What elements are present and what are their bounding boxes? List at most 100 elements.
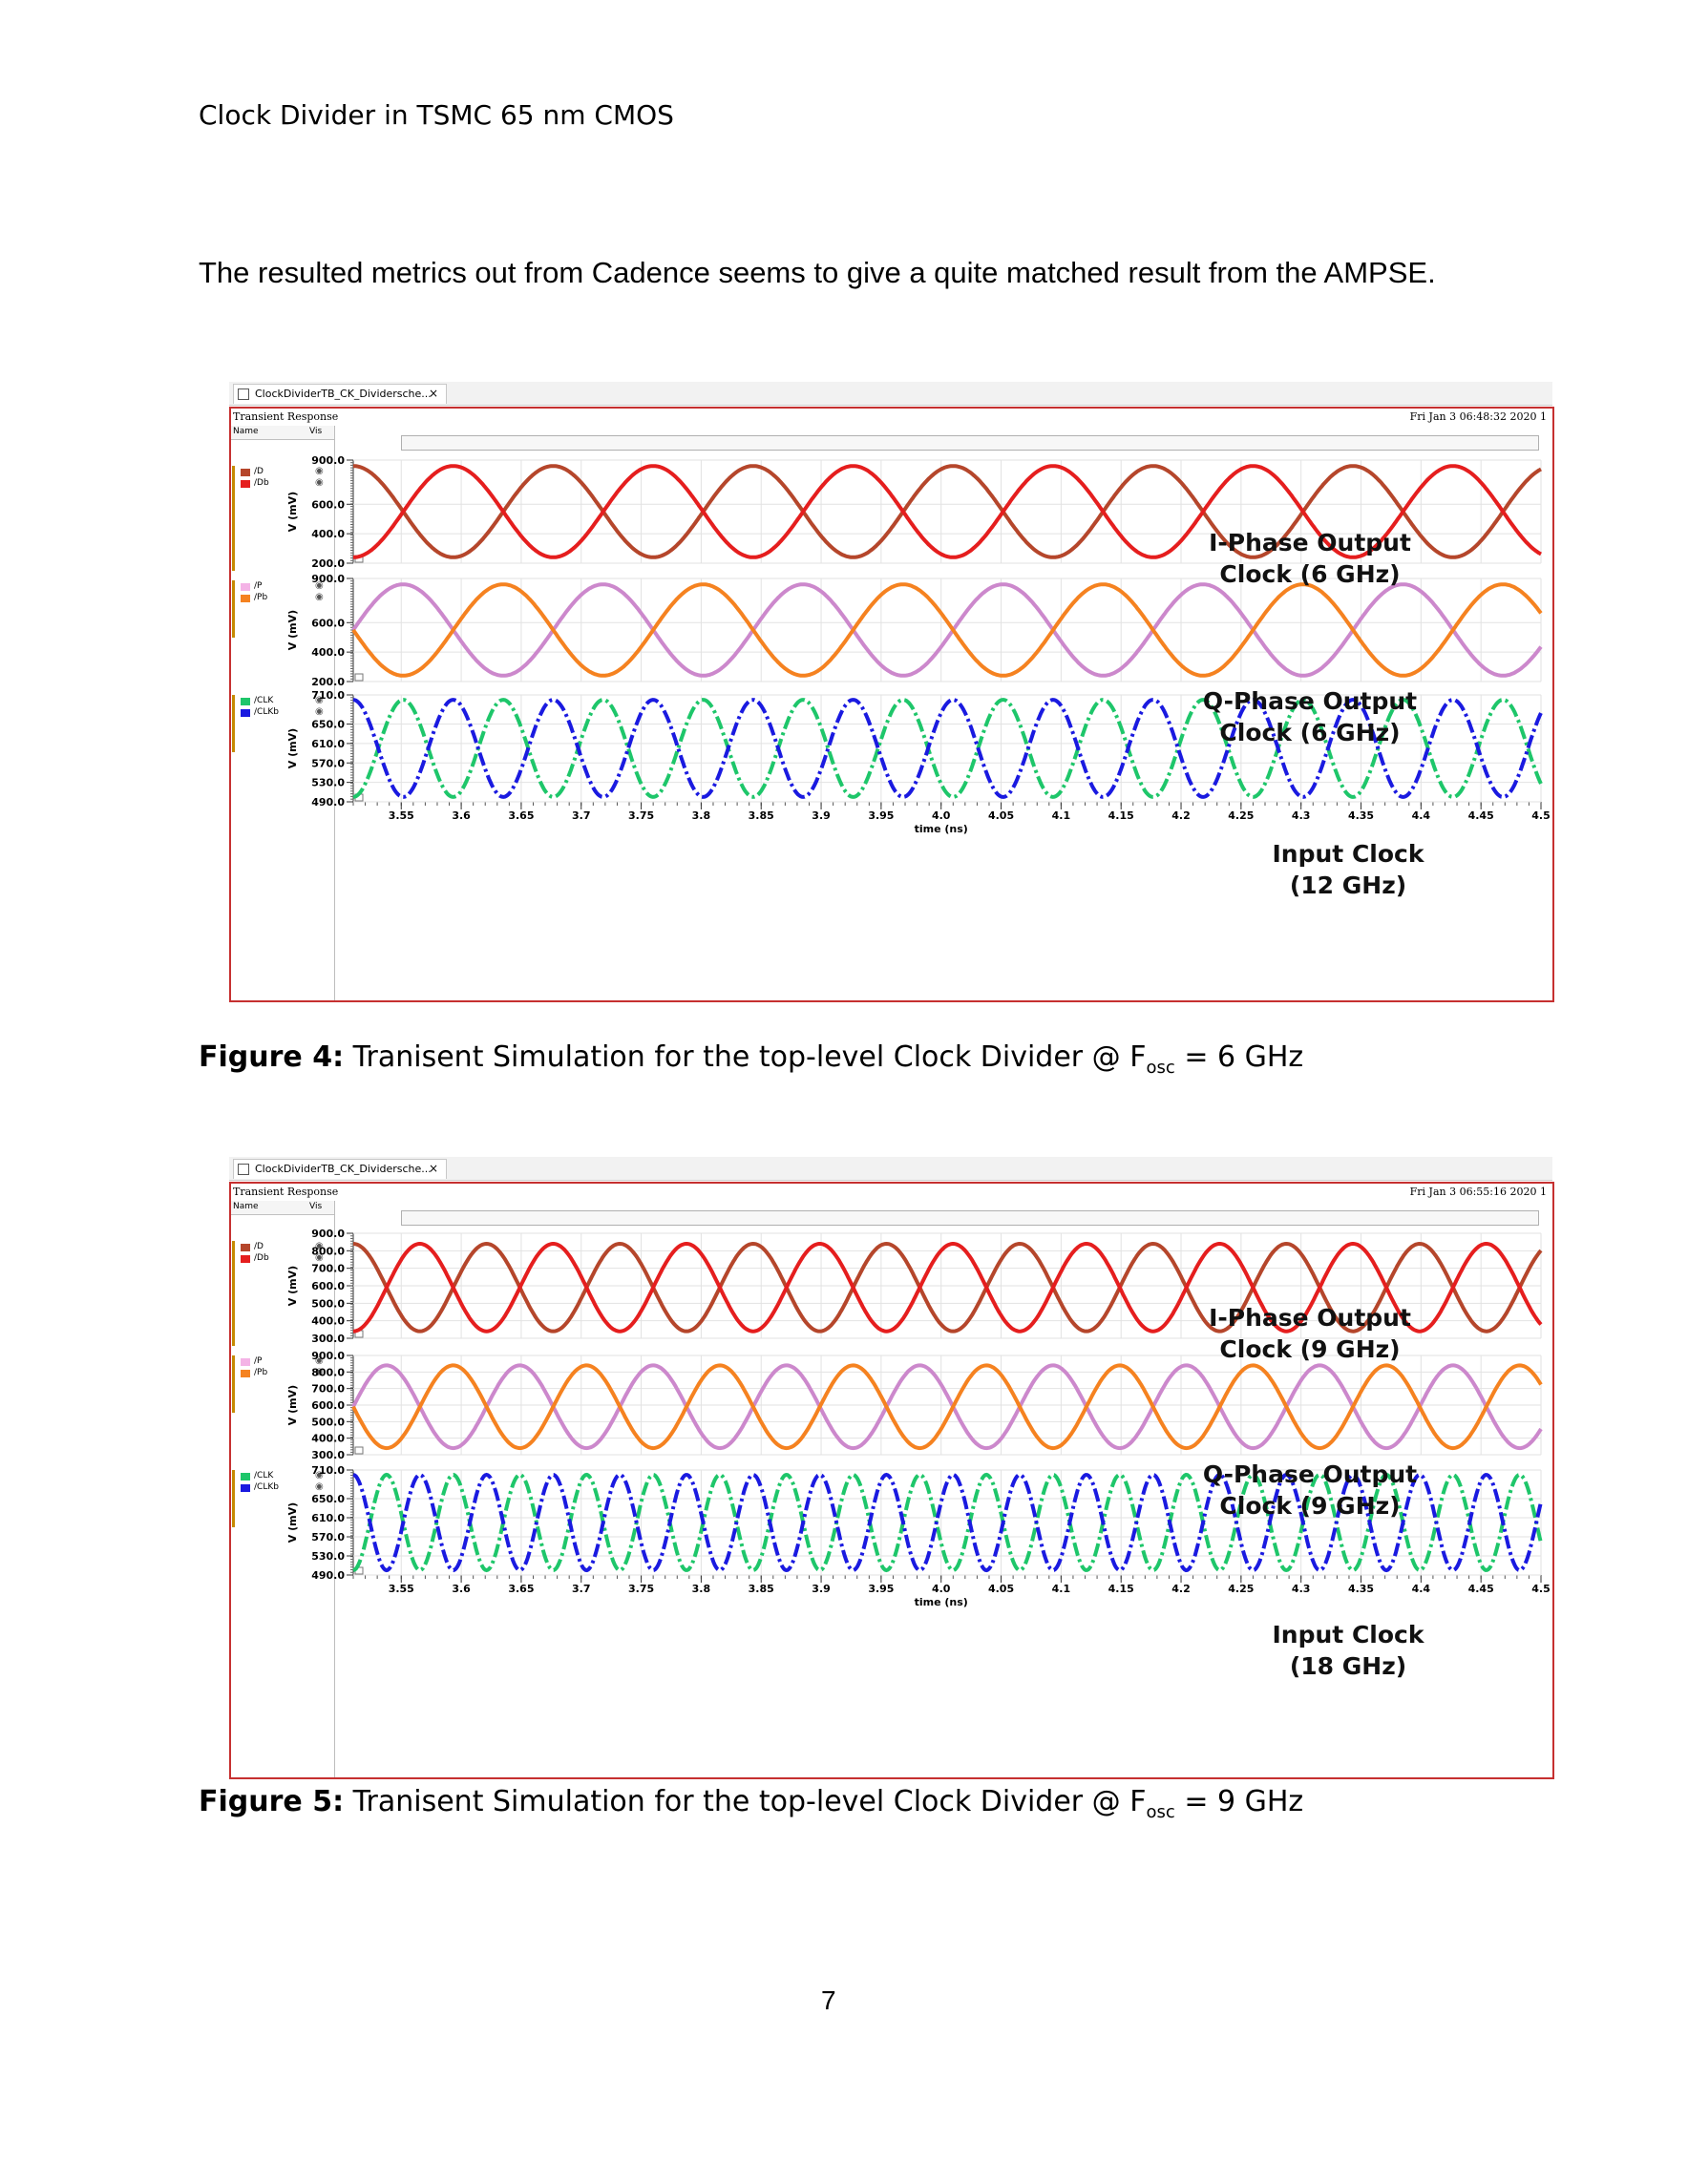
series-line-d bbox=[353, 464, 1542, 559]
legend-head-name: Name bbox=[233, 427, 259, 436]
overlay-line-1: Q-Phase Output bbox=[1202, 687, 1418, 715]
series-line-db bbox=[353, 464, 1542, 559]
legend-entry[interactable]: /P ◉ bbox=[241, 580, 332, 594]
tab-clockdivider[interactable]: ClockDividerTB_CK_Dividersche... × bbox=[233, 384, 447, 404]
legend-head-vis: Vis bbox=[309, 1202, 323, 1211]
x-tick-label: 3.75 bbox=[628, 1583, 654, 1595]
waveform-panel: Transient Response Fri Jan 3 06:55:16 20… bbox=[229, 1182, 1554, 1779]
x-tick-label: 3.85 bbox=[749, 809, 774, 822]
eye-icon[interactable]: ◉ bbox=[315, 466, 324, 476]
series-line-clkb bbox=[352, 1472, 1543, 1573]
legend-entry[interactable]: /P ◉ bbox=[241, 1355, 332, 1369]
legend-entry[interactable]: /D ◉ bbox=[241, 466, 332, 479]
legend-entry[interactable]: /Pb ◉ bbox=[241, 1367, 332, 1380]
series-line-p bbox=[351, 1363, 1543, 1451]
y-tick-label: 500.0 bbox=[311, 1416, 345, 1428]
x-tick-label: 3.95 bbox=[868, 1583, 894, 1595]
figure-4-caption: Figure 4: Tranisent Simulation for the t… bbox=[199, 1040, 1303, 1078]
eye-icon[interactable]: ◉ bbox=[315, 706, 324, 717]
y-tick-label: 400.0 bbox=[311, 528, 345, 540]
x-tick-label: 4.0 bbox=[932, 1583, 951, 1595]
y-tick-label: 700.0 bbox=[311, 1263, 345, 1275]
eye-icon[interactable]: ◉ bbox=[315, 695, 324, 705]
series-name: /Db bbox=[254, 1253, 269, 1263]
eye-icon[interactable]: ◉ bbox=[315, 1470, 324, 1480]
caption-label: Figure 4: bbox=[199, 1040, 345, 1074]
legend-entry[interactable]: /D ◉ bbox=[241, 1241, 332, 1254]
series-name: /Pb bbox=[254, 1368, 268, 1377]
legend-group-bar bbox=[232, 1241, 235, 1346]
eye-icon[interactable]: ◉ bbox=[315, 1252, 324, 1263]
eye-icon[interactable]: ◉ bbox=[315, 1367, 324, 1377]
legend-entry[interactable]: /CLK ◉ bbox=[241, 1470, 332, 1483]
overlay-line-2: (12 GHz) bbox=[1289, 872, 1407, 899]
panel-title: Transient Response bbox=[233, 410, 339, 423]
datestamp: Fri Jan 3 06:48:32 2020 1 bbox=[1409, 410, 1547, 423]
zoom-scrollbar[interactable] bbox=[401, 435, 1539, 451]
y-tick-label: 900.0 bbox=[311, 1350, 345, 1362]
series-swatch bbox=[241, 480, 250, 488]
series-line-clk bbox=[352, 698, 1543, 799]
panel-marker-icon[interactable] bbox=[354, 1446, 364, 1455]
y-tick-label: 610.0 bbox=[311, 1512, 345, 1524]
series-swatch bbox=[241, 698, 250, 705]
legend-entry[interactable]: /CLK ◉ bbox=[241, 695, 332, 708]
y-tick-label: 400.0 bbox=[311, 1315, 345, 1328]
waveform-plot: 3.55 3.6 3.65 3.7 3.75 3.8 3.85 3.9 3.95 4.0 4.05 4… bbox=[286, 454, 1551, 835]
overlay-annotation: I-Phase Output Clock (6 GHz) bbox=[1186, 527, 1434, 590]
close-icon[interactable]: × bbox=[428, 387, 438, 400]
series-swatch bbox=[241, 1255, 250, 1263]
eye-icon[interactable]: ◉ bbox=[315, 1481, 324, 1492]
x-tick-label: 4.1 bbox=[1052, 809, 1071, 822]
y-axis-label: V (mV) bbox=[286, 492, 299, 532]
y-axis-label: V (mV) bbox=[286, 1385, 299, 1425]
y-tick-label: 530.0 bbox=[311, 1550, 345, 1563]
legend-entry[interactable]: /Pb ◉ bbox=[241, 592, 332, 605]
legend-entry[interactable]: /CLKb ◉ bbox=[241, 706, 332, 720]
figure-5-caption: Figure 5: Tranisent Simulation for the t… bbox=[199, 1785, 1303, 1822]
overlay-annotation: Q-Phase Output Clock (9 GHz) bbox=[1186, 1459, 1434, 1522]
overlay-line-2: Clock (9 GHz) bbox=[1219, 1492, 1401, 1520]
y-tick-label: 600.0 bbox=[311, 1280, 345, 1292]
y-tick-label: 530.0 bbox=[311, 777, 345, 789]
x-tick-label: 3.95 bbox=[868, 809, 894, 822]
legend-entry[interactable]: /Db ◉ bbox=[241, 477, 332, 491]
y-axis-label: V (mV) bbox=[286, 610, 299, 650]
y-tick-label: 610.0 bbox=[311, 738, 345, 750]
x-tick-label: 3.9 bbox=[812, 809, 831, 822]
overlay-annotation: Input Clock (18 GHz) bbox=[1224, 1619, 1472, 1682]
x-tick-label: 3.65 bbox=[508, 1583, 534, 1595]
legend-entry[interactable]: /Db ◉ bbox=[241, 1252, 332, 1266]
eye-icon[interactable]: ◉ bbox=[315, 592, 324, 602]
x-tick-label: 4.05 bbox=[988, 1583, 1014, 1595]
x-axis-label: time (ns) bbox=[915, 1596, 968, 1608]
zoom-scrollbar[interactable] bbox=[401, 1210, 1539, 1226]
overlay-line-1: Input Clock bbox=[1272, 840, 1424, 868]
y-tick-label: 570.0 bbox=[311, 757, 345, 769]
waveform-window-icon bbox=[238, 388, 249, 400]
x-tick-label: 4.3 bbox=[1292, 1583, 1311, 1595]
legend-panel: Name Vis /D ◉ /Db ◉ /P ◉ /Pb ◉ /CLK ◉ /CLKb ◉ bbox=[231, 426, 335, 1000]
y-tick-label: 200.0 bbox=[311, 676, 345, 688]
series-swatch bbox=[241, 1244, 250, 1251]
panel-marker-icon[interactable] bbox=[354, 673, 364, 682]
tab-label: ClockDividerTB_CK_Dividersche... bbox=[255, 388, 432, 400]
eye-icon[interactable]: ◉ bbox=[315, 580, 324, 591]
close-icon[interactable]: × bbox=[428, 1162, 438, 1175]
eye-icon[interactable]: ◉ bbox=[315, 1355, 324, 1366]
datestamp: Fri Jan 3 06:55:16 2020 1 bbox=[1409, 1186, 1547, 1198]
legend-group-bar bbox=[232, 695, 235, 752]
legend-entry[interactable]: /CLKb ◉ bbox=[241, 1481, 332, 1495]
caption-text: Tranisent Simulation for the top-level C… bbox=[344, 1040, 1147, 1074]
x-axis-label: time (ns) bbox=[915, 823, 968, 835]
y-tick-label: 800.0 bbox=[311, 1245, 345, 1257]
y-axis-label: V (mV) bbox=[286, 1502, 299, 1543]
y-tick-label: 900.0 bbox=[311, 573, 345, 585]
eye-icon[interactable]: ◉ bbox=[315, 477, 324, 488]
overlay-line-1: Input Clock bbox=[1272, 1621, 1424, 1648]
overlay-line-1: I-Phase Output bbox=[1209, 529, 1411, 556]
tab-clockdivider[interactable]: ClockDividerTB_CK_Dividersche... × bbox=[233, 1159, 447, 1179]
caption-text: Tranisent Simulation for the top-level C… bbox=[344, 1785, 1147, 1818]
eye-icon[interactable]: ◉ bbox=[315, 1241, 324, 1251]
panel-title: Transient Response bbox=[233, 1186, 339, 1198]
